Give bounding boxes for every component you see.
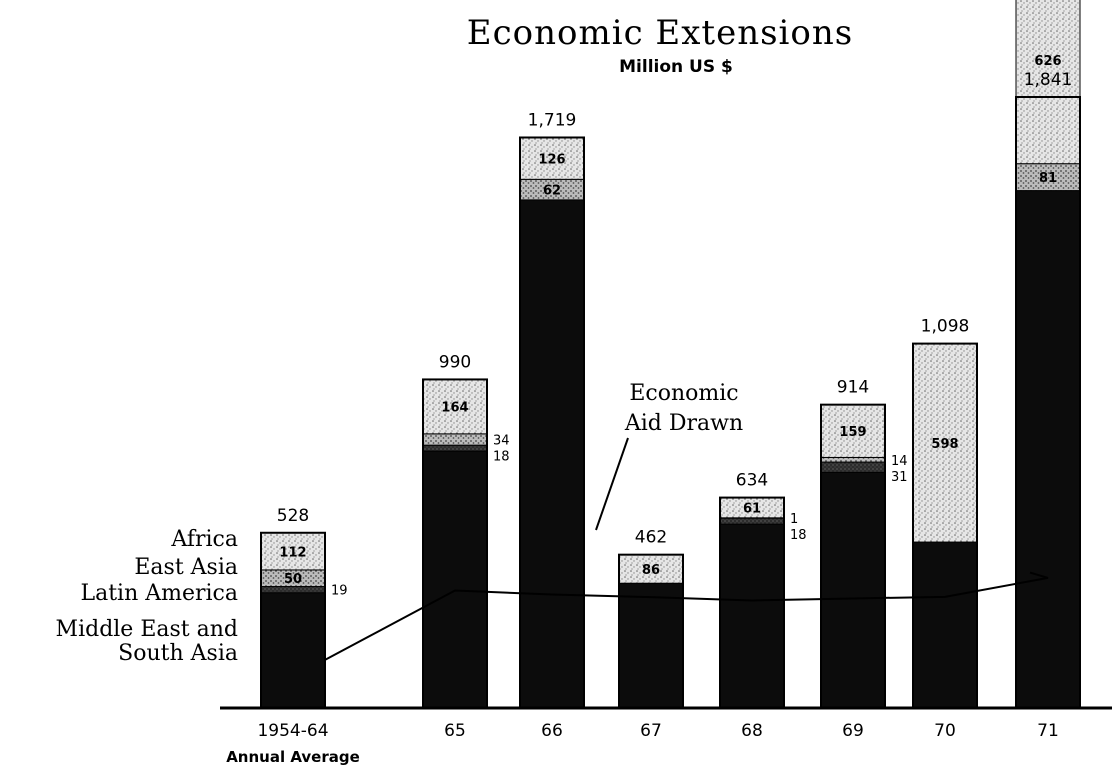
side-label-65-latin-america: 18 [493,450,510,465]
economic-aid-drawn-annotation: Economic Aid Drawn [595,381,743,531]
economic-aid-drawn-line [324,571,1049,661]
bar-66-africa [519,136,585,180]
aid-drawn-label-line-2: Aid Drawn [624,411,743,436]
segment-label-69-africa: 159 [839,425,866,440]
total-label-66: 1,719 [528,110,577,130]
aid-drawn-label-line-1: Economic [629,381,738,406]
total-label-68: 634 [736,471,768,491]
segment-label-1954-64-east-asia: 50 [284,572,302,587]
x-tick-68: 68 [741,721,763,741]
bar-65-east-asia [422,433,488,446]
x-tick-66: 66 [541,721,563,741]
segment-label-1954-64-africa: 112 [279,545,306,560]
total-label-1954-64: 528 [277,506,309,526]
bar-1954-64-middle-east-and-south-asia [261,592,325,708]
x-tick-69: 69 [842,721,864,741]
bar-group-67: 462 86 [618,528,684,709]
total-label-71: 1,841 [1024,70,1073,90]
bar-70-middle-east-and-south-asia [913,542,977,708]
aid-drawn-pointer [595,437,629,531]
chart-subtitle: Million US $ [619,57,733,77]
x-tick-65: 65 [444,721,466,741]
x-tick-67: 67 [640,721,662,741]
segment-label-71-africa: 626 [1034,54,1061,69]
x-tick-1954-64: 1954-64 [257,721,328,741]
bar-group-68: 634 61 118 [719,471,807,710]
x-tick-70: 70 [934,721,956,741]
segment-label-71-east-asia: 81 [1039,171,1057,186]
bar-70-africa [912,343,978,543]
bar-group-70: 1,098 598 [912,317,978,709]
x-tick-71: 71 [1037,721,1059,741]
bar-69-latin-america [820,461,886,473]
bar-69-middle-east-and-south-asia [821,472,885,708]
total-label-67: 462 [635,528,667,548]
segment-label-65-africa: 164 [441,401,468,416]
bar-66-middle-east-and-south-asia [520,199,584,708]
bar-71-middle-east-and-south-asia [1016,190,1080,708]
side-label-68-latin-america: 18 [790,528,807,543]
legend-label-africa: Africa [170,527,238,552]
segment-label-68-africa: 61 [743,502,761,517]
legend-label-east-asia: East Asia [134,555,238,580]
side-label-65-east-asia: 34 [493,434,510,449]
total-label-70: 1,098 [921,317,970,337]
bar-1954-64-latin-america [260,586,326,594]
total-label-69: 914 [837,378,869,398]
bar-65-middle-east-and-south-asia [423,451,487,708]
bar-65-latin-america [422,444,488,452]
side-label-69-latin-america: 31 [891,470,908,485]
bar-68-latin-america [719,517,785,525]
bars: 528501121999016434181,719621264628663461… [260,0,1081,710]
x-tick-labels: 1954-64 Annual Average 65 66 67 68 69 70 71 [226,721,1059,766]
segment-label-67-africa: 86 [642,563,660,578]
x-tick-sublabel-1954-64: Annual Average [226,748,360,766]
bar-67-middle-east-and-south-asia [619,583,683,708]
side-label-1954-64-latin-america: 19 [331,584,348,599]
legend-label-latin-america: Latin America [80,581,238,606]
side-label-69-east-asia: 14 [891,454,908,469]
side-label-68-east-asia: 1 [790,512,798,527]
total-label-65: 990 [439,352,471,372]
segment-label-70-africa: 598 [931,437,958,452]
segment-label-66-east-asia: 62 [543,184,561,199]
segment-label-66-africa: 126 [538,152,565,167]
bar-group-66: 1,719 62 126 [519,110,585,710]
bar-group-1954-64: 528 50 112 19 [260,506,348,710]
bar-71-africa [1015,0,1081,165]
chart-title: Economic Extensions [467,13,853,53]
bar-1954-64-africa [260,532,326,571]
bar-69-east-asia [820,456,886,463]
bar-68-middle-east-and-south-asia [720,524,784,708]
legend-label-middle-east-and-south-asia-2: South Asia [118,641,238,666]
legend-label-middle-east-and-south-asia-1: Middle East and [56,617,238,642]
